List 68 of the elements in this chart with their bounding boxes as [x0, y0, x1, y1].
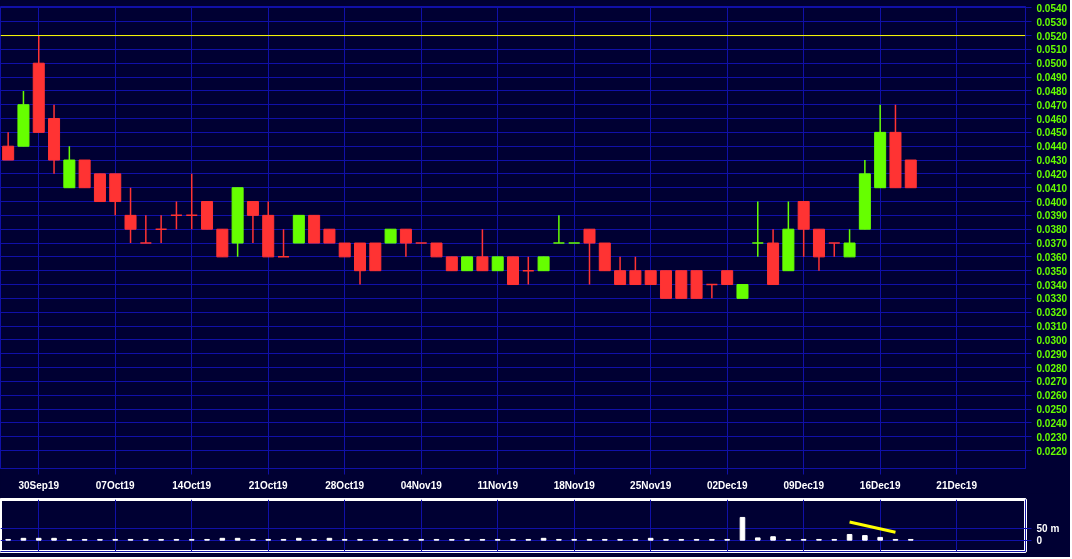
y-tick-label: 0.0410 [1036, 182, 1068, 194]
candlestick [124, 186, 137, 244]
x-tick-label: 25Nov19 [630, 479, 672, 491]
bar [846, 533, 853, 541]
bar [862, 535, 868, 541]
y-tick-label: 0.0270 [1036, 376, 1068, 388]
candlestick [476, 228, 489, 272]
y-tick-label: 0.0430 [1036, 155, 1068, 167]
y-tick-label: 0.0340 [1036, 279, 1068, 291]
x-tick-label: 16Dec19 [859, 479, 901, 491]
candlestick [583, 228, 596, 286]
y-tick-label: 0.0370 [1036, 238, 1068, 250]
x-tick-label: 07Oct19 [95, 479, 136, 491]
y-tick-label: 0.0240 [1036, 417, 1068, 429]
y-tick-label: 0.0380 [1036, 224, 1068, 236]
candlestick [552, 214, 566, 244]
candlestick [2, 131, 15, 161]
candlestick [614, 256, 627, 286]
x-tick-label: 04Nov19 [400, 479, 443, 491]
y-tick-label: 0.0230 [1036, 431, 1068, 443]
y-tick-label: 0.0360 [1036, 251, 1068, 263]
bar [770, 536, 776, 541]
x-tick-label: 09Dec19 [783, 479, 825, 491]
y-tick-label: 50 m [1036, 523, 1060, 535]
y-tick-label: 0.0350 [1036, 265, 1068, 277]
y-tick-label: 0.0310 [1036, 321, 1068, 333]
y-tick-label: 0.0300 [1036, 334, 1068, 346]
y-tick-label: 0.0330 [1036, 293, 1068, 305]
y-tick-label: 0.0220 [1036, 445, 1068, 457]
y-tick-label: 0.0460 [1036, 113, 1068, 125]
candlestick [154, 214, 168, 244]
y-tick-label: 0.0450 [1036, 127, 1068, 139]
y-tick-label: 0.0440 [1036, 141, 1068, 153]
x-tick-label: 02Dec19 [706, 479, 748, 491]
y-tick-label: 0.0400 [1036, 196, 1068, 208]
x-tick-label: 11Nov19 [477, 479, 519, 491]
y-tick-label: 0.0420 [1036, 168, 1068, 180]
candlestick [751, 200, 765, 258]
y-tick-label: 0.0290 [1036, 348, 1068, 360]
y-tick-label: 0.0490 [1036, 72, 1068, 84]
x-tick-label: 18Nov19 [553, 479, 596, 491]
y-tick-label: 0.0530 [1036, 16, 1068, 28]
x-tick-label: 30Sep19 [18, 479, 60, 491]
x-tick-label: 28Oct19 [325, 479, 365, 491]
y-tick-label: 0.0480 [1036, 85, 1068, 97]
y-tick-label: 0 [1036, 534, 1043, 546]
x-tick-label: 14Oct19 [172, 479, 212, 491]
x-tick-label: 21Oct19 [248, 479, 289, 491]
y-tick-label: 0.0320 [1036, 307, 1068, 319]
y-tick-label: 0.0280 [1036, 362, 1068, 374]
candlestick [399, 228, 412, 258]
bar [739, 516, 746, 541]
x-tick-label: 21Dec19 [936, 479, 978, 491]
y-tick-label: 0.0540 [1036, 2, 1068, 14]
y-tick-label: 0.0500 [1036, 58, 1068, 70]
candlestick [139, 214, 153, 244]
y-tick-label: 0.0520 [1036, 30, 1068, 42]
y-tick-label: 0.0390 [1036, 210, 1068, 222]
candlestick [246, 200, 259, 244]
y-tick-label: 0.0260 [1036, 390, 1068, 402]
candlestick [277, 228, 290, 258]
bar [754, 537, 761, 541]
candlestick [843, 228, 856, 258]
bar [877, 536, 883, 541]
y-tick-label: 0.0470 [1036, 99, 1068, 111]
candlestick [629, 256, 642, 286]
y-tick-label: 0.0510 [1036, 44, 1068, 56]
y-tick-label: 0.0250 [1036, 404, 1068, 416]
